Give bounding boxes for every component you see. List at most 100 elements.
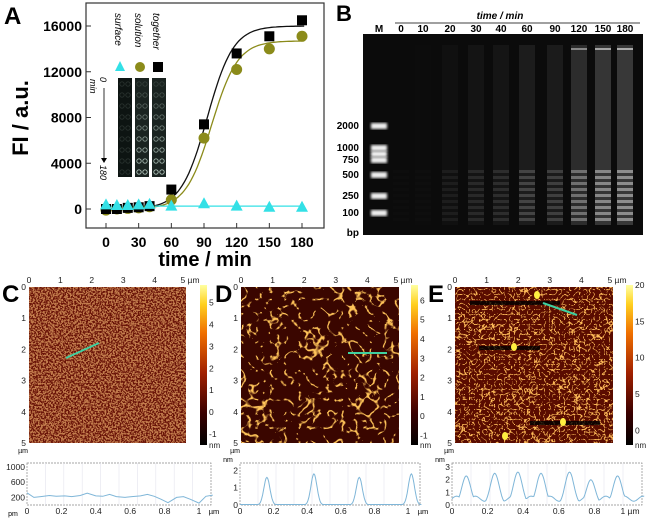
y-tick-label: 4000 [51, 155, 82, 171]
profile-x-tick-label: 0.6 [124, 506, 136, 516]
profile-x-unit: µm [418, 507, 429, 516]
inset-spot [125, 114, 131, 120]
lane-band [595, 188, 611, 191]
well-band [617, 48, 633, 50]
afm-texture [241, 287, 399, 443]
profile-y-unit: nm [435, 457, 445, 464]
colorbar-unit: nm [209, 441, 220, 450]
inset-spot [159, 136, 165, 142]
profile-x-tick-label: 0 [25, 506, 30, 516]
lane-band [547, 212, 563, 215]
lane-band [493, 206, 509, 209]
lane-band [571, 188, 587, 191]
data-point-surface [132, 198, 145, 210]
colorbar-tick-label: 0 [635, 425, 640, 435]
x-tick-label: 120 [225, 234, 249, 250]
gel-header: time / min [477, 11, 524, 22]
profile-y-tick-label: 600 [11, 477, 25, 487]
inset-unit-label: min [88, 79, 98, 94]
lane-band [595, 200, 611, 203]
afm-y-tick-label: 1 [21, 313, 26, 323]
inset-spot [125, 125, 131, 131]
bright-particle [511, 343, 517, 351]
scan-line [542, 302, 578, 316]
lane-band [393, 218, 409, 221]
inset-spot [125, 169, 131, 175]
inset-spot [153, 147, 159, 153]
afm-x-tick-label: 0 [27, 275, 32, 285]
colorbar-tick-label: 5 [635, 389, 640, 399]
afm-x-tick-label: 2 [89, 275, 94, 285]
colorbar-unit: nm [635, 441, 646, 450]
data-point-surface [121, 198, 134, 210]
lane-band [547, 176, 563, 179]
lane-band [468, 206, 484, 209]
ladder-band [371, 151, 387, 157]
profile-x-tick-label: 0.4 [90, 506, 102, 516]
colorbar-tick-label: 1 [420, 392, 425, 402]
ladder-label: 1000 [337, 143, 360, 154]
inset-arrow-head [101, 158, 107, 163]
profile-y-tick-label: 1 [233, 483, 238, 493]
lane-band [442, 170, 458, 173]
afm-texture [455, 287, 613, 443]
lane-band [493, 170, 509, 173]
bright-particle [502, 432, 508, 440]
inset-label-together: together [150, 13, 161, 50]
ladder-band [371, 193, 387, 199]
afm-y-tick-label: 0 [447, 282, 452, 292]
profile-x-tick-label: 0.4 [301, 506, 313, 516]
data-point-solution [231, 63, 243, 75]
inset-spot [153, 125, 159, 131]
lane-label: 90 [549, 24, 561, 35]
profile-x-tick-label: 0.2 [55, 506, 67, 516]
ladder-unit: bp [347, 228, 359, 239]
data-point-solution [198, 132, 210, 144]
afm-texture [29, 287, 186, 443]
lane-label: 40 [495, 24, 507, 35]
lane-band [519, 206, 535, 209]
profile-x-tick-label: 0.8 [368, 506, 380, 516]
inset-spot [153, 158, 159, 164]
profile-y-tick-label: 0 [445, 500, 450, 510]
data-point-surface [165, 199, 178, 211]
inset-spot [136, 81, 142, 87]
lane-band [393, 200, 409, 203]
inset-spot [119, 147, 125, 153]
inset-label-solution: solution [132, 13, 143, 48]
lane-smear [393, 45, 409, 225]
lane-band [595, 194, 611, 197]
afm-y-tick-label: 3 [21, 376, 26, 386]
profile-x-tick-label: 1 [197, 506, 202, 516]
panel-label-b: B [336, 1, 352, 26]
colorbar-tick-label: 5 [420, 315, 425, 325]
inset-start-label: 0 [98, 77, 108, 82]
lane-band [547, 200, 563, 203]
lane-band [571, 194, 587, 197]
colorbar-tick-label: 4 [420, 334, 425, 344]
lane-band [493, 194, 509, 197]
afm-x-tick-label: 4 [579, 275, 584, 285]
ladder-band [371, 145, 387, 151]
afm-x-tick-label: 3 [121, 275, 126, 285]
afm-x-tick-label: 5 µm [607, 275, 626, 285]
x-axis-label: time / min [158, 249, 251, 271]
lane-band [571, 182, 587, 185]
lane-band [519, 188, 535, 191]
lane-band [393, 170, 409, 173]
inset-spot [142, 169, 148, 175]
data-point-surface [198, 197, 210, 209]
lane-band [468, 200, 484, 203]
lane-band [617, 200, 633, 203]
lane-band [571, 212, 587, 215]
inset-end-label: 180 [98, 165, 108, 180]
lane-band [571, 200, 587, 203]
lane-label: 30 [470, 24, 482, 35]
lane-band [442, 176, 458, 179]
inset-triangle-marker [115, 61, 125, 71]
colorbar [626, 285, 633, 445]
afm-x-tick-label: 3 [547, 275, 552, 285]
